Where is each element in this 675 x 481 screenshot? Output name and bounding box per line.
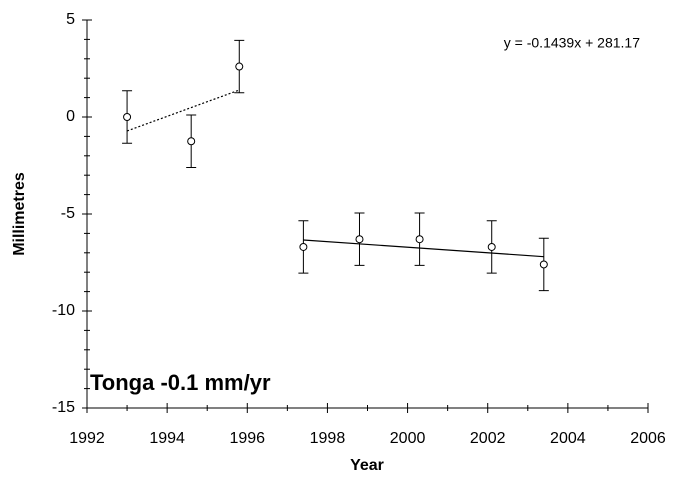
x-tick-label: 1998 bbox=[310, 430, 346, 447]
x-tick-label: 2004 bbox=[550, 430, 586, 447]
point bbox=[487, 242, 496, 251]
y-tick-label: -15 bbox=[52, 399, 75, 416]
point bbox=[299, 242, 308, 251]
trend-line bbox=[303, 239, 544, 258]
x-axis-label: Year bbox=[350, 457, 384, 474]
x-tick-label: 1996 bbox=[229, 430, 265, 447]
chart-label: Tonga -0.1 mm/yr bbox=[90, 370, 271, 395]
point bbox=[123, 113, 132, 121]
y-tick-label: -5 bbox=[61, 205, 75, 222]
x-tick-label: 1992 bbox=[69, 430, 105, 447]
trend-equation: y = -0.1439x + 281.17 bbox=[504, 35, 640, 51]
x-tick-label: 2006 bbox=[630, 430, 666, 447]
point bbox=[355, 235, 364, 244]
y-tick-label: 0 bbox=[66, 108, 75, 125]
x-tick-label: 2002 bbox=[470, 430, 506, 447]
point bbox=[187, 137, 196, 146]
point bbox=[415, 235, 424, 244]
x-tick-label: 2000 bbox=[390, 430, 426, 447]
point bbox=[539, 260, 548, 269]
point bbox=[235, 62, 244, 71]
x-tick-label: 1994 bbox=[149, 430, 185, 447]
y-tick-label: 5 bbox=[66, 11, 75, 28]
y-tick-label: -10 bbox=[52, 302, 75, 319]
trend-line bbox=[126, 89, 240, 132]
y-axis-label: Millimetres bbox=[11, 172, 28, 256]
